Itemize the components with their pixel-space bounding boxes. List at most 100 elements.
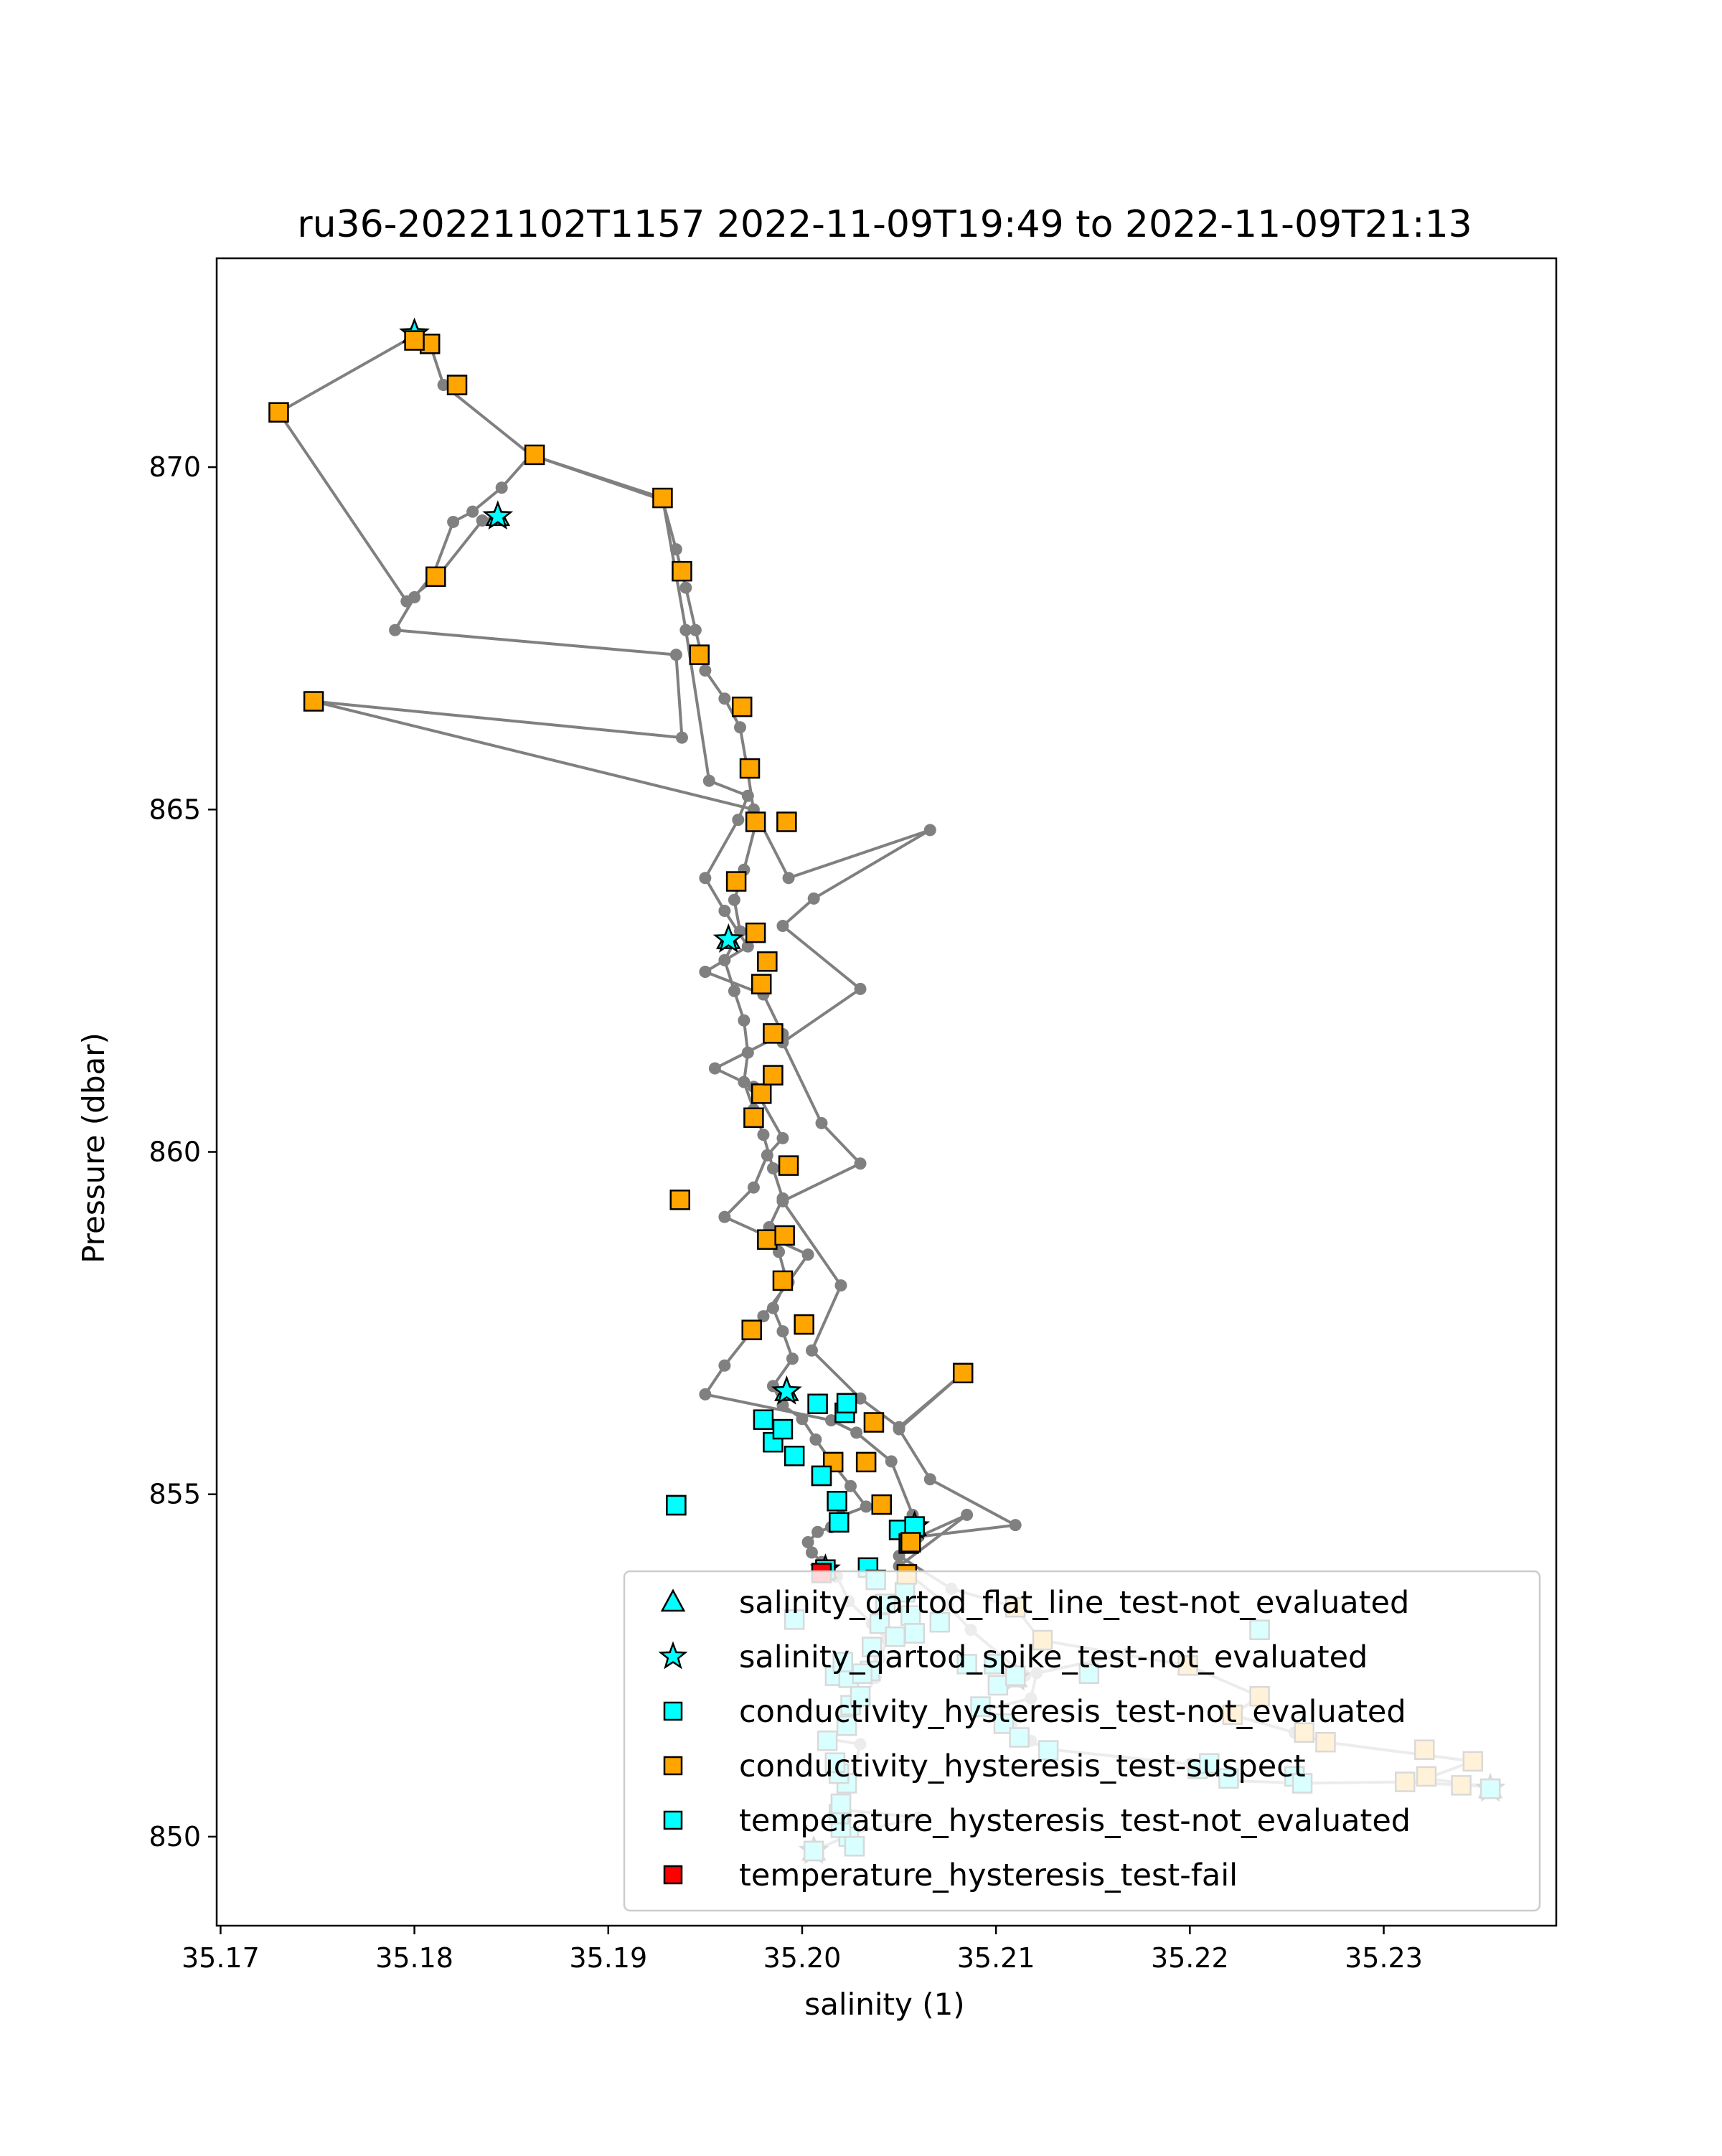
profile-point bbox=[728, 893, 740, 906]
profile-point bbox=[699, 966, 712, 979]
conductivity-suspect-marker bbox=[303, 691, 324, 712]
profile-point bbox=[961, 1508, 974, 1521]
conductivity-suspect-marker bbox=[763, 1065, 784, 1086]
profile-point bbox=[854, 982, 867, 995]
conductivity-suspect-marker bbox=[689, 644, 710, 665]
profile-point bbox=[761, 1149, 773, 1162]
profile-point bbox=[923, 1473, 936, 1486]
chart-title: ru36-20221102T1157 2022-11-09T19:49 to 2… bbox=[297, 203, 1472, 246]
legend-label: temperature_hysteresis_test-fail bbox=[739, 1858, 1238, 1893]
x-axis-label: salinity (1) bbox=[804, 1987, 964, 2022]
profile-point bbox=[718, 905, 731, 918]
profile-point bbox=[805, 1546, 818, 1559]
y-tick-label: 870 bbox=[149, 451, 201, 483]
conductivity-suspect-marker bbox=[778, 1155, 799, 1176]
profile-point bbox=[801, 1248, 814, 1261]
conductivity-suspect-marker bbox=[757, 951, 778, 972]
legend-marker bbox=[663, 1810, 683, 1830]
conductivity-suspect-marker bbox=[652, 487, 673, 509]
profile-point bbox=[786, 1352, 799, 1365]
x-tick-label: 35.19 bbox=[569, 1942, 647, 1974]
profile-point bbox=[669, 543, 682, 556]
x-axis: 35.17 35.18 35.19 35.20 35.21 35.22 35.23 bbox=[182, 1926, 1423, 1974]
profile-point bbox=[923, 824, 936, 837]
profile-point bbox=[679, 623, 692, 636]
profile-point bbox=[689, 623, 702, 636]
conductivity-suspect-marker bbox=[741, 1319, 762, 1340]
profile-point bbox=[844, 1479, 857, 1492]
profile-point bbox=[766, 1301, 779, 1314]
profile-point bbox=[757, 1129, 770, 1141]
conductivity-suspect-marker bbox=[743, 1107, 764, 1129]
profile-point bbox=[741, 940, 754, 953]
conductivity-suspect-marker bbox=[952, 1362, 974, 1384]
conductivity-suspect-marker bbox=[776, 811, 797, 832]
profile-point bbox=[718, 692, 731, 705]
legend-marker bbox=[663, 1865, 683, 1885]
conductivity-suspect-marker bbox=[425, 566, 446, 588]
y-tick-label: 855 bbox=[149, 1479, 201, 1510]
y-tick-label: 860 bbox=[149, 1136, 201, 1168]
profile-point bbox=[807, 892, 820, 905]
profile-point bbox=[776, 1195, 789, 1208]
legend-marker bbox=[663, 1756, 683, 1776]
x-tick-label: 35.18 bbox=[375, 1942, 453, 1974]
profile-point bbox=[811, 1525, 824, 1538]
profile-point bbox=[885, 1455, 898, 1468]
profile-point bbox=[495, 481, 508, 494]
spike-marker bbox=[482, 500, 514, 530]
profile-point bbox=[718, 1359, 731, 1372]
conductivity-suspect-marker bbox=[669, 1190, 690, 1210]
legend-box bbox=[623, 1570, 1541, 1912]
profile-point bbox=[850, 1426, 863, 1439]
profile-point bbox=[708, 1062, 721, 1075]
spike-marker bbox=[771, 1375, 802, 1405]
profile-point bbox=[738, 1075, 751, 1088]
x-tick-label: 35.17 bbox=[182, 1942, 260, 1974]
x-tick-label: 35.22 bbox=[1151, 1942, 1229, 1974]
profile-point bbox=[1009, 1519, 1022, 1532]
x-tick-label: 35.21 bbox=[957, 1942, 1035, 1974]
profile-point bbox=[447, 515, 460, 528]
profile-point bbox=[437, 379, 450, 392]
profile-point bbox=[718, 954, 731, 966]
profile-point bbox=[741, 1046, 754, 1059]
profile-point bbox=[669, 649, 682, 662]
x-tick-label: 35.23 bbox=[1345, 1942, 1423, 1974]
conductivity-not-evaluated-marker bbox=[827, 1491, 847, 1512]
conductivity-suspect-marker bbox=[763, 1023, 784, 1044]
legend: salinity_qartod_flat_line_test-not_evalu… bbox=[623, 1570, 1541, 1912]
conductivity-not-evaluated-marker bbox=[829, 1512, 850, 1533]
profile-point bbox=[815, 1116, 828, 1129]
x-tick-label: 35.20 bbox=[763, 1942, 842, 1974]
legend-marker bbox=[660, 1588, 686, 1612]
profile-point bbox=[400, 595, 413, 608]
conductivity-not-evaluated-marker bbox=[772, 1418, 794, 1440]
conductivity-not-evaluated-marker bbox=[784, 1446, 805, 1467]
profile-point bbox=[476, 514, 489, 527]
y-tick-label: 850 bbox=[149, 1821, 201, 1853]
legend-label: conductivity_hysteresis_test-not_evaluat… bbox=[739, 1694, 1406, 1730]
legend-label: salinity_qartod_flat_line_test-not_evalu… bbox=[739, 1585, 1409, 1621]
conductivity-suspect-marker bbox=[794, 1314, 814, 1335]
conductivity-suspect-marker bbox=[739, 758, 761, 779]
profile-point bbox=[766, 1162, 779, 1174]
conductivity-suspect-marker bbox=[863, 1412, 885, 1433]
conductivity-suspect-marker bbox=[774, 1225, 795, 1246]
legend-label: salinity_qartod_spike_test-not_evaluated bbox=[739, 1639, 1368, 1675]
conductivity-suspect-marker bbox=[446, 375, 468, 395]
profile-point bbox=[796, 1413, 809, 1426]
profile-point bbox=[782, 872, 795, 885]
legend-label: temperature_hysteresis_test-not_evaluate… bbox=[739, 1803, 1411, 1839]
profile-point bbox=[679, 581, 692, 594]
temperature-not-evaluated-marker bbox=[666, 1494, 687, 1516]
conductivity-suspect-marker bbox=[672, 560, 692, 582]
conductivity-suspect-marker bbox=[871, 1494, 892, 1515]
legend-label: conductivity_hysteresis_test-suspect bbox=[739, 1748, 1306, 1784]
profile-point bbox=[389, 623, 402, 636]
y-axis-label: Pressure (dbar) bbox=[76, 1032, 111, 1263]
profile-point bbox=[805, 1344, 818, 1357]
y-tick-label: 865 bbox=[149, 794, 201, 825]
profile-point bbox=[809, 1433, 822, 1446]
plot-frame bbox=[215, 257, 1558, 1927]
